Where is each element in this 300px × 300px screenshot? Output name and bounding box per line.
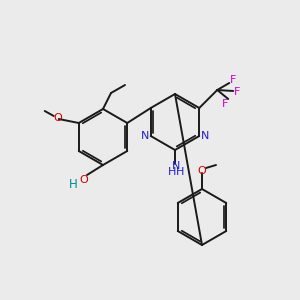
Text: N: N [172,161,180,171]
Text: F: F [222,99,228,109]
Text: F: F [234,87,240,97]
Text: F: F [230,75,236,85]
Text: N: N [201,131,209,141]
Text: H: H [168,167,176,177]
Text: O: O [80,175,88,185]
Text: N: N [141,131,149,141]
Text: H: H [176,167,184,177]
Text: O: O [198,166,206,176]
Text: H: H [69,178,77,190]
Text: O: O [53,113,62,123]
